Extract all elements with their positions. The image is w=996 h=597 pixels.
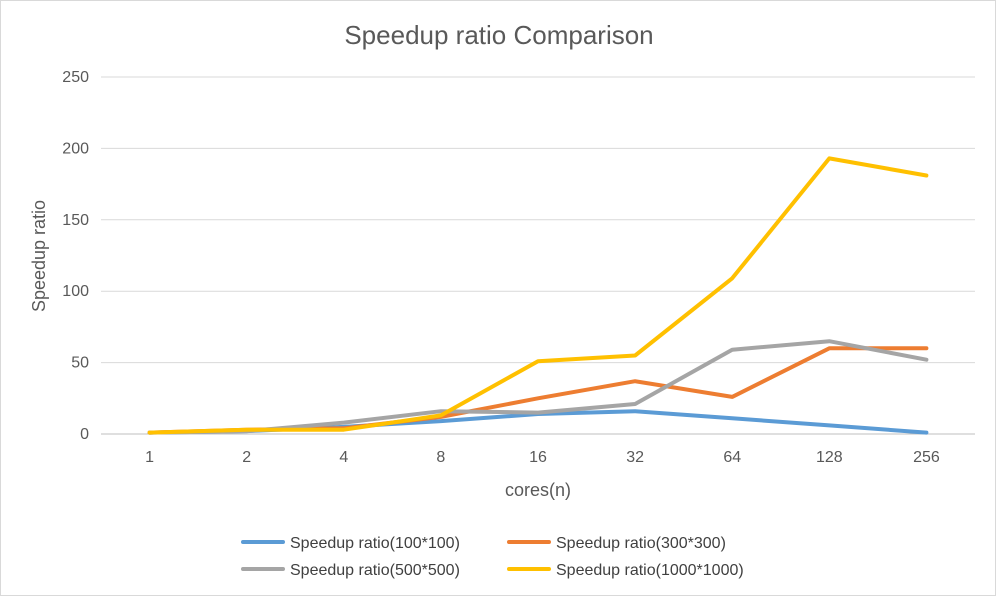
y-tick-label: 150: [62, 212, 89, 229]
x-tick-label: 16: [529, 449, 547, 466]
gridlines: [101, 76, 975, 435]
series-line-3: [147, 339, 929, 435]
x-tick-label: 32: [626, 449, 644, 466]
y-tick-label: 50: [71, 355, 89, 372]
x-axis-ticks: 1 2 4 8 16 32 64 128 256: [145, 449, 940, 466]
legend-label: Speedup ratio(1000*1000): [556, 562, 744, 579]
x-tick-label: 1: [145, 449, 154, 466]
x-axis-label: cores(n): [505, 480, 571, 500]
legend-item: Speedup ratio(1000*1000): [507, 562, 744, 579]
x-tick-label: 128: [816, 449, 843, 466]
legend-item: Speedup ratio(500*500): [241, 562, 460, 579]
legend-label: Speedup ratio(300*300): [556, 535, 726, 552]
x-tick-label: 8: [436, 449, 445, 466]
y-tick-label: 100: [62, 283, 89, 300]
x-tick-label: 256: [913, 449, 940, 466]
series-lines: [147, 156, 929, 435]
legend-item: Speedup ratio(100*100): [241, 535, 460, 552]
y-tick-label: 200: [62, 140, 89, 157]
legend: Speedup ratio(100*100) Speedup ratio(300*…: [241, 535, 744, 579]
y-axis-label: Speedup ratio: [29, 200, 49, 312]
x-tick-label: 64: [723, 449, 741, 466]
legend-item: Speedup ratio(300*300): [507, 535, 726, 552]
y-tick-label: 250: [62, 69, 89, 86]
y-tick-label: 0: [80, 426, 89, 443]
y-axis-ticks: 0 50 100 150 200 250: [62, 69, 89, 443]
x-tick-label: 4: [339, 449, 348, 466]
x-tick-label: 2: [242, 449, 251, 466]
legend-label: Speedup ratio(500*500): [290, 562, 460, 579]
legend-label: Speedup ratio(100*100): [290, 535, 460, 552]
series-line-4: [147, 156, 929, 435]
chart-title: Speedup ratio Comparison: [344, 20, 653, 50]
